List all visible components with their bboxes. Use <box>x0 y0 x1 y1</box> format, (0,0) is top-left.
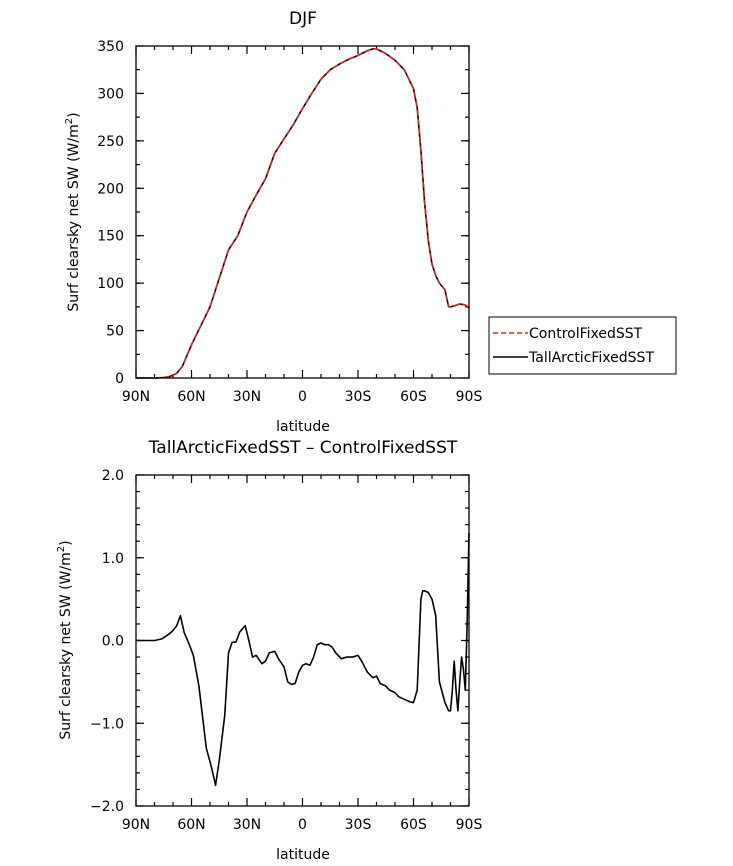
top-chart-y-tick-label-6: 300 <box>97 86 124 102</box>
bottom-chart: TallArcticFixedSST – ControlFixedSST lat… <box>56 438 482 863</box>
top-chart-y-tick-label-2: 100 <box>97 276 124 292</box>
bottom-chart-x-tick-label-1: 60N <box>177 817 205 833</box>
bottom-chart-y-tick-label-2: 0.0 <box>102 634 124 650</box>
top-chart-title: DJF <box>289 9 317 29</box>
bottom-chart-x-tick-label-4: 30S <box>345 817 372 833</box>
top-chart: DJF latitude Surf clearsky net SW (W/m2)… <box>64 9 677 435</box>
top-chart-y-tick-label-5: 250 <box>97 134 124 150</box>
bottom-chart-x-tick-label-6: 90S <box>456 817 483 833</box>
bottom-chart-y-axis-label-close: ) <box>58 540 74 545</box>
bottom-chart-series-line-0 <box>136 532 470 787</box>
bottom-chart-x-tick-label-3: 0 <box>298 817 307 833</box>
top-chart-x-tick-label-1: 60N <box>177 389 205 405</box>
legend-label-tall-arctic-fixed-sst: TallArcticFixedSST <box>528 350 654 366</box>
top-chart-x-tick-label-2: 30N <box>233 389 261 405</box>
bottom-chart-y-tick-label-4: 2.0 <box>102 468 124 484</box>
top-chart-y-tick-label-0: 0 <box>115 371 124 387</box>
top-chart-ticks: 90N 60N 30N 0 30S 60S 90S 0 50 100 150 200 250 300 350 <box>97 39 482 405</box>
bottom-chart-x-tick-label-2: 30N <box>233 817 261 833</box>
legend-box <box>488 316 677 375</box>
top-chart-y-tick-label-4: 200 <box>97 181 124 197</box>
bottom-chart-y-tick-label-1: −1.0 <box>90 716 124 732</box>
top-chart-x-tick-label-6: 90S <box>456 389 483 405</box>
top-chart-y-tick-label-3: 150 <box>97 229 124 245</box>
bottom-chart-y-tick-label-0: −2.0 <box>90 799 124 815</box>
top-chart-y-axis-label-superscript: 2 <box>64 118 75 124</box>
bottom-chart-x-axis-label: latitude <box>276 847 330 863</box>
bottom-chart-y-axis-label: Surf clearsky net SW (W/m2) <box>56 540 74 739</box>
top-chart-y-axis-label: Surf clearsky net SW (W/m2) <box>64 112 82 311</box>
bottom-chart-series <box>136 532 470 787</box>
top-chart-y-axis-label-close: ) <box>66 112 82 117</box>
top-chart-series <box>136 48 470 379</box>
bottom-chart-y-axis-label-main: Surf clearsky net SW (W/m <box>58 552 74 739</box>
bottom-chart-x-tick-label-5: 60S <box>400 817 427 833</box>
bottom-chart-title: TallArcticFixedSST – ControlFixedSST <box>148 438 458 458</box>
bottom-chart-frame <box>135 474 470 807</box>
bottom-chart-ticks: 90N 60N 30N 0 30S 60S 90S −2.0 −1.0 0.0 1.0 2.0 <box>90 468 482 833</box>
bottom-chart-y-tick-label-3: 1.0 <box>102 551 124 567</box>
top-chart-y-axis-label-main: Surf clearsky net SW (W/m <box>66 124 82 311</box>
top-chart-x-tick-label-5: 60S <box>400 389 427 405</box>
legend-label-control-fixed-sst: ControlFixedSST <box>529 326 643 342</box>
top-chart-x-tick-label-4: 30S <box>345 389 372 405</box>
top-chart-y-tick-label-7: 350 <box>97 39 124 55</box>
bottom-chart-y-axis-label-superscript: 2 <box>56 546 67 552</box>
top-chart-y-tick-label-1: 50 <box>106 324 124 340</box>
top-chart-x-axis-label: latitude <box>276 419 330 435</box>
top-chart-series-line-1 <box>136 48 470 379</box>
top-chart-x-tick-label-0: 90N <box>122 389 150 405</box>
legend: ControlFixedSST TallArcticFixedSST <box>488 316 677 375</box>
top-chart-series-line-0 <box>136 48 470 379</box>
top-chart-x-tick-label-3: 0 <box>298 389 307 405</box>
top-chart-frame <box>135 45 470 379</box>
bottom-chart-x-tick-label-0: 90N <box>122 817 150 833</box>
